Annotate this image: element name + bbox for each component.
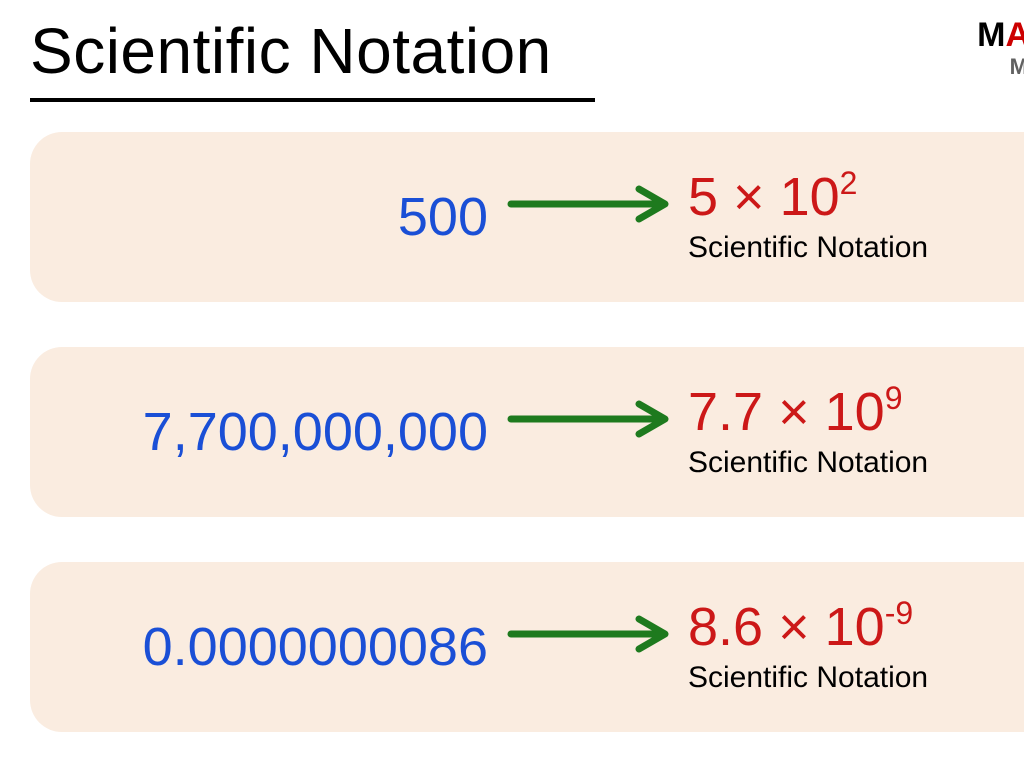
arrow-icon <box>505 399 675 439</box>
title-underline <box>30 98 595 102</box>
scientific-form-number: 8.6 × 10-9 <box>688 599 1024 656</box>
caption-label: Scientific Notation <box>688 231 1024 265</box>
scientific-form-number: 5 × 102 <box>688 169 1024 226</box>
caption-label: Scientific Notation <box>688 661 1024 695</box>
scientific-form-number: 7.7 × 109 <box>688 384 1024 441</box>
brand-logo: MA <box>977 18 1024 52</box>
arrow-wrap <box>500 184 680 224</box>
arrow-icon <box>505 184 675 224</box>
arrow-icon <box>505 614 675 654</box>
coefficient: 8.6 <box>688 597 763 657</box>
arrow-wrap <box>500 399 680 439</box>
scientific-form-wrap: 7.7 × 109 Scientific Notation <box>680 384 1024 481</box>
scientific-form-wrap: 8.6 × 10-9 Scientific Notation <box>680 599 1024 696</box>
standard-form-number: 7,700,000,000 <box>30 401 500 463</box>
coefficient: 5 <box>688 167 718 227</box>
scientific-form-wrap: 5 × 102 Scientific Notation <box>680 169 1024 266</box>
standard-form-number: 500 <box>30 186 500 248</box>
caption-label: Scientific Notation <box>688 446 1024 480</box>
standard-form-number: 0.0000000086 <box>30 616 500 678</box>
arrow-wrap <box>500 614 680 654</box>
logo-letter-1: M <box>977 16 1005 54</box>
page-title: Scientific Notation <box>30 14 552 88</box>
example-row: 0.0000000086 8.6 × 10-9 Scientific Notat… <box>30 562 1024 732</box>
example-row: 7,700,000,000 7.7 × 109 Scientific Notat… <box>30 347 1024 517</box>
example-row: 500 5 × 102 Scientific Notation <box>30 132 1024 302</box>
brand-logo-subline: M <box>1010 54 1024 80</box>
exponent: 9 <box>885 380 903 416</box>
exponent: 2 <box>840 165 858 201</box>
logo-letter-accent: A <box>1005 16 1024 54</box>
coefficient: 7.7 <box>688 382 763 442</box>
exponent: -9 <box>885 595 913 631</box>
